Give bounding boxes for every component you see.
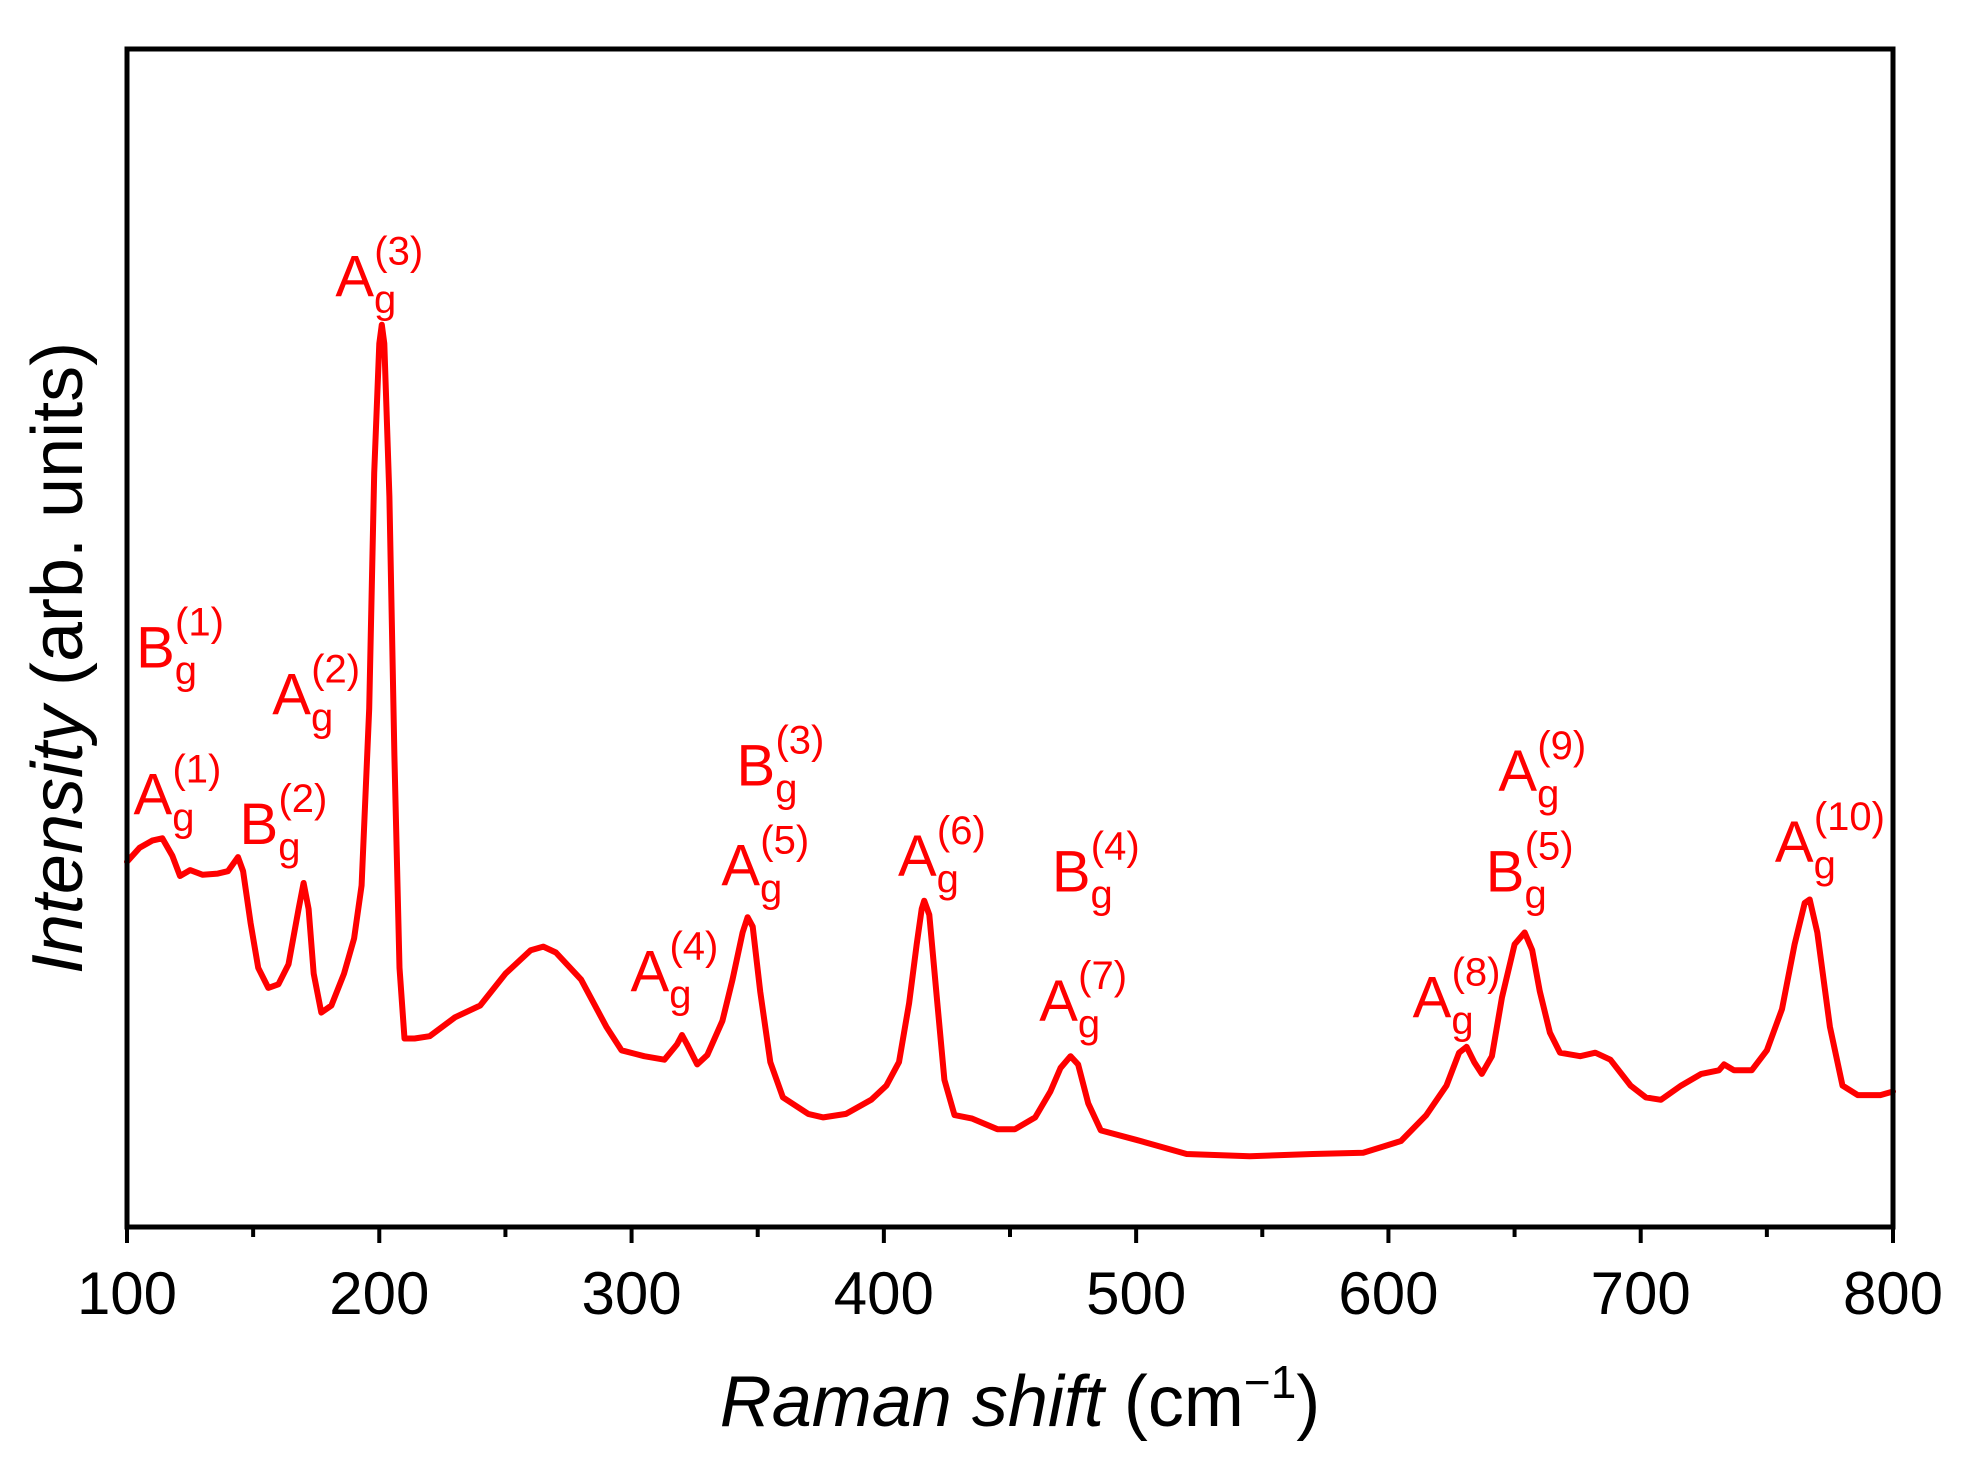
- peak-label-14: Bg(5): [1486, 824, 1574, 916]
- x-axis-title: Raman shift (cm−1): [720, 1356, 1321, 1442]
- peak-label-base: A: [1775, 810, 1814, 875]
- y-axis-title-rest: (arb. units): [18, 342, 98, 706]
- peak-label-subscript: g: [1814, 843, 1836, 887]
- spectrum-line: [124, 321, 1896, 1160]
- peak-label-8: Ag(5): [721, 818, 809, 910]
- peak-label-base: B: [240, 792, 279, 857]
- peak-label-subscript: g: [669, 972, 691, 1016]
- peak-label-superscript: (10): [1814, 795, 1885, 839]
- peak-label-13: Ag(9): [1498, 724, 1586, 816]
- peak-label-superscript: (5): [1525, 824, 1574, 868]
- x-tick-label: 300: [582, 1260, 682, 1327]
- peak-label-7: Bg(3): [737, 718, 825, 810]
- peak-label-superscript: (7): [1078, 954, 1127, 998]
- x-tick-label: 800: [1843, 1260, 1943, 1327]
- peak-label-superscript: (1): [172, 748, 221, 792]
- x-tick-label: 100: [77, 1260, 177, 1327]
- x-tick-label: 500: [1086, 1260, 1186, 1327]
- peak-label-9: Ag(6): [898, 809, 986, 901]
- peak-label-3: Ag(2): [272, 648, 360, 740]
- x-axis-unit-exponent: −1: [1244, 1356, 1296, 1408]
- peak-label-base: B: [136, 615, 175, 680]
- peak-label-6: Ag(4): [631, 924, 719, 1016]
- peak-label-superscript: (5): [760, 818, 809, 862]
- x-axis-unit-suffix: ): [1296, 1362, 1320, 1442]
- peak-label-subscript: g: [1451, 998, 1473, 1042]
- peak-label-superscript: (3): [775, 718, 824, 762]
- peak-label-subscript: g: [760, 866, 782, 910]
- peak-label-5: Ag(3): [335, 229, 423, 321]
- peak-label-1: Bg(1): [136, 600, 224, 692]
- x-tick-label: 400: [834, 1260, 934, 1327]
- peak-label-base: A: [1413, 965, 1452, 1030]
- peak-label-subscript: g: [1537, 772, 1559, 816]
- peak-label-subscript: g: [175, 648, 197, 692]
- peak-label-subscript: g: [278, 825, 300, 869]
- peak-label-superscript: (1): [175, 600, 224, 644]
- peak-label-10: Bg(4): [1052, 824, 1140, 916]
- peak-label-base: B: [1486, 839, 1525, 904]
- peak-label-base: A: [721, 833, 760, 898]
- peak-label-base: A: [631, 939, 670, 1004]
- y-axis-title: Intensity (arb. units): [18, 342, 98, 974]
- peak-label-superscript: (2): [311, 648, 360, 692]
- peak-label-base: A: [1039, 969, 1078, 1034]
- x-tick-labels: 100 200 300 400 500 600 700 800: [77, 1260, 1943, 1327]
- x-tick-label: 700: [1591, 1260, 1691, 1327]
- peak-label-superscript: (4): [669, 924, 718, 968]
- peak-label-base: B: [1052, 839, 1091, 904]
- y-axis-title-main: Intensity: [18, 702, 98, 974]
- peak-annotations: Bg(1)Ag(1)Ag(2)Bg(2)Ag(3)Ag(4)Bg(3)Ag(5)…: [134, 229, 1885, 1045]
- peak-label-subscript: g: [172, 796, 194, 840]
- peak-label-base: B: [737, 733, 776, 798]
- peak-label-12: Ag(8): [1413, 950, 1501, 1042]
- peak-label-subscript: g: [1524, 872, 1546, 916]
- peak-label-superscript: (9): [1537, 724, 1586, 768]
- peak-label-15: Ag(10): [1775, 795, 1885, 887]
- peak-label-base: A: [335, 244, 374, 309]
- x-axis-unit-prefix: (cm: [1104, 1362, 1244, 1442]
- peak-label-base: A: [134, 763, 173, 828]
- plot-frame: [124, 46, 1896, 1230]
- peak-label-subscript: g: [1091, 872, 1113, 916]
- peak-label-2: Ag(1): [134, 748, 222, 840]
- peak-label-4: Bg(2): [240, 777, 328, 869]
- peak-label-superscript: (3): [374, 229, 423, 273]
- peak-label-base: A: [1498, 739, 1537, 804]
- x-axis-title-main: Raman shift: [720, 1362, 1107, 1442]
- peak-label-superscript: (8): [1452, 950, 1501, 994]
- peak-label-subscript: g: [374, 277, 396, 321]
- peak-label-base: A: [272, 663, 311, 728]
- x-tick-label: 200: [329, 1260, 429, 1327]
- peak-label-superscript: (4): [1091, 824, 1140, 868]
- peak-label-subscript: g: [775, 766, 797, 810]
- peak-label-superscript: (6): [937, 809, 986, 853]
- peak-label-11: Ag(7): [1039, 954, 1127, 1046]
- peak-label-superscript: (2): [278, 777, 327, 821]
- peak-label-base: A: [898, 824, 937, 889]
- x-tick-label: 600: [1338, 1260, 1438, 1327]
- peak-label-subscript: g: [311, 696, 333, 740]
- peak-label-subscript: g: [937, 857, 959, 901]
- peak-label-subscript: g: [1078, 1002, 1100, 1046]
